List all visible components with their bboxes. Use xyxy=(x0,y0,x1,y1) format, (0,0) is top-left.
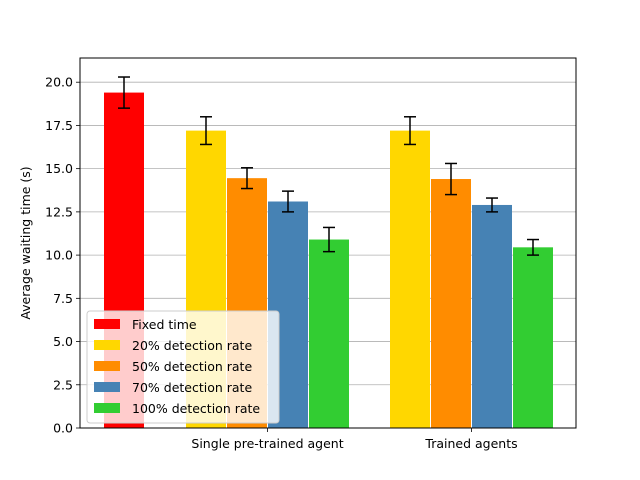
legend-label-100pct-detection-rate: 100% detection rate xyxy=(132,401,260,416)
legend: Fixed time 20% detection rate 50% detectio… xyxy=(86,310,280,424)
y-tick-label: 2.5 xyxy=(53,377,73,392)
legend-label-20pct-detection-rate: 20% detection rate xyxy=(132,338,252,353)
y-tick-label: 5.0 xyxy=(53,334,73,349)
legend-swatch-100pct-detection-rate xyxy=(94,403,120,413)
legend-label-50pct-detection-rate: 50% detection rate xyxy=(132,359,252,374)
bar-50pct-detection-rate-group-2 xyxy=(431,179,471,428)
y-tick-label: 12.5 xyxy=(45,204,73,219)
y-tick-label: 15.0 xyxy=(45,161,73,176)
y-axis-label: Average waiting time (s) xyxy=(18,166,33,319)
y-tick-label: 7.5 xyxy=(53,291,73,306)
error-bars xyxy=(118,76,539,256)
bar-20pct-detection-rate-group-2 xyxy=(390,130,430,428)
legend-box xyxy=(86,310,280,424)
x-tick-label: Trained agents xyxy=(424,436,517,451)
y-axis-ticks: 0.0 2.5 5.0 7.5 10.0 12.5 15.0 17.5 20.0 xyxy=(45,75,80,436)
legend-swatch-fixed-time xyxy=(94,319,120,329)
legend-swatch-50pct-detection-rate xyxy=(94,361,120,371)
legend-swatch-20pct-detection-rate xyxy=(94,340,120,350)
y-tick-label: 10.0 xyxy=(45,248,73,263)
plot-frame xyxy=(79,57,577,429)
y-tick-label: 0.0 xyxy=(53,421,73,436)
bar-70pct-detection-rate-group-2 xyxy=(472,204,512,428)
legend-label-70pct-detection-rate: 70% detection rate xyxy=(132,380,252,395)
x-tick-label: Single pre-trained agent xyxy=(191,436,343,451)
y-tick-label: 17.5 xyxy=(45,118,73,133)
legend-swatch-70pct-detection-rate xyxy=(94,382,120,392)
bar-100pct-detection-rate-group-1 xyxy=(309,239,349,428)
legend-label-fixed-time: Fixed time xyxy=(132,317,197,332)
x-axis-ticks: Single pre-trained agent Trained agents xyxy=(191,428,518,451)
bar-100pct-detection-rate-group-2 xyxy=(513,247,553,428)
y-tick-label: 20.0 xyxy=(45,75,73,90)
